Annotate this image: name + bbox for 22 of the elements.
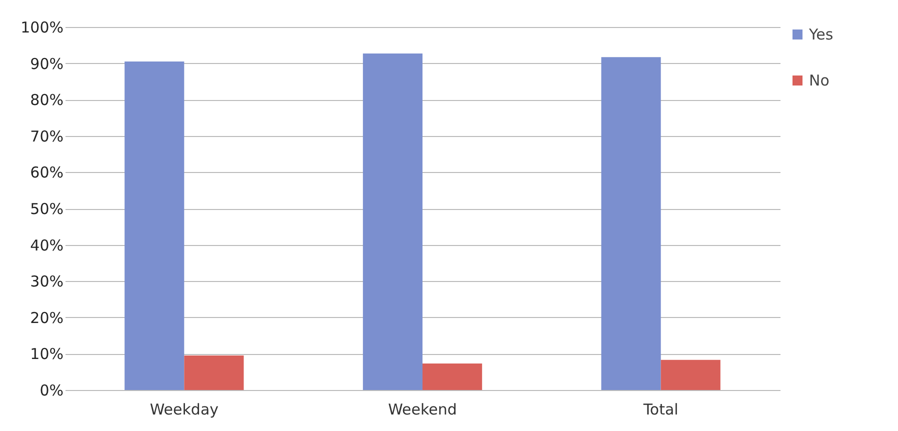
legend-label: Yes	[808, 26, 834, 44]
bar	[601, 57, 661, 390]
x-tick-label: Weekend	[388, 400, 457, 418]
x-tick-label: Weekday	[150, 400, 219, 418]
y-tick-label: 30%	[30, 272, 64, 291]
bar	[184, 356, 244, 390]
y-tick-label: 90%	[30, 54, 64, 73]
y-tick-label: 10%	[30, 345, 64, 364]
y-tick-label: 100%	[20, 18, 64, 36]
y-tick-label: 20%	[30, 308, 64, 327]
bar	[362, 54, 422, 390]
y-tick-label: 50%	[30, 200, 64, 218]
x-tick-label: Total	[642, 400, 678, 418]
legend-label: No	[809, 72, 830, 90]
bar	[422, 364, 482, 390]
bar	[660, 360, 720, 390]
y-tick-label: 80%	[30, 91, 64, 110]
y-tick-label: 60%	[30, 164, 64, 182]
bar	[124, 61, 184, 390]
y-tick-label: 40%	[30, 236, 64, 254]
y-tick-label: 0%	[40, 382, 64, 400]
y-tick-label: 70%	[30, 127, 64, 146]
